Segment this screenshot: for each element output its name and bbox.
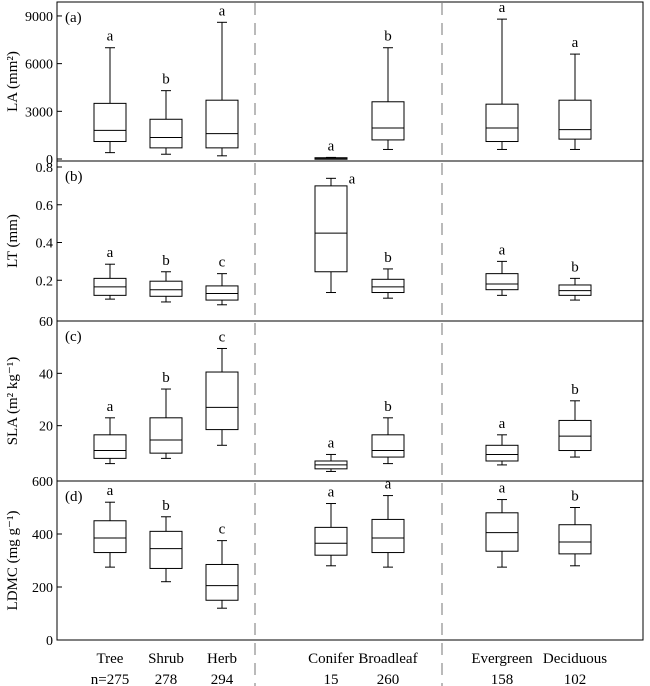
y-tick-label-sla: 20 xyxy=(39,420,53,435)
y-tick-label-lt: 0.4 xyxy=(36,237,54,252)
significance-letter: b xyxy=(571,259,579,275)
box-la xyxy=(205,99,239,149)
significance-letter: b xyxy=(571,489,579,505)
y-tick-label-sla: 40 xyxy=(39,367,53,382)
y-axis-label-lt: LT (mm) xyxy=(5,214,21,268)
significance-letter: a xyxy=(107,245,114,261)
y-tick-label-ldmc: 400 xyxy=(32,528,53,543)
y-axis-label-sla: SLA (m² kg⁻¹) xyxy=(5,357,21,446)
significance-letter: c xyxy=(219,329,226,345)
significance-letter: a xyxy=(328,138,335,154)
sample-size-label: 278 xyxy=(155,672,178,686)
significance-letter: a xyxy=(499,0,506,16)
significance-letter: a xyxy=(349,171,356,187)
box-sla xyxy=(558,419,592,452)
panel-frame-la xyxy=(56,1,644,162)
box-lt xyxy=(485,273,519,291)
y-tick-label-sla: 60 xyxy=(39,315,53,330)
significance-letter: c xyxy=(219,255,226,271)
box-sla xyxy=(149,417,183,454)
panel-tag-lt: (b) xyxy=(65,169,83,185)
sample-size-label: 158 xyxy=(491,672,514,686)
y-tick-label-la: 6000 xyxy=(25,58,53,73)
panel-tag-la: (a) xyxy=(65,10,82,26)
significance-letter: b xyxy=(162,253,170,269)
x-category-label: Shrub xyxy=(148,651,184,667)
significance-letter: a xyxy=(219,3,226,19)
y-tick-label-ldmc: 0 xyxy=(46,634,53,649)
box-sla xyxy=(371,434,405,458)
y-axis-label-ldmc: LDMC (mg g⁻¹) xyxy=(5,511,21,611)
significance-letter: b xyxy=(384,399,392,415)
significance-letter: c xyxy=(219,522,226,538)
x-category-label: Tree xyxy=(97,651,124,667)
box-ldmc xyxy=(314,526,348,556)
box-sla xyxy=(93,434,127,459)
box-ldmc xyxy=(149,530,183,569)
sample-size-label: 15 xyxy=(324,672,339,686)
significance-letter: a xyxy=(107,399,114,415)
significance-letter: a xyxy=(385,477,392,493)
y-tick-label-la: 9000 xyxy=(25,10,53,25)
box-la xyxy=(371,101,405,141)
sample-size-label: n=275 xyxy=(91,672,129,686)
panel-tag-ldmc: (d) xyxy=(65,489,83,505)
x-category-label: Conifer xyxy=(308,651,354,667)
significance-letter: a xyxy=(499,242,506,258)
box-ldmc xyxy=(558,524,592,555)
box-lt xyxy=(149,280,183,297)
sample-size-label: 294 xyxy=(211,672,234,686)
sample-size-label: 102 xyxy=(564,672,587,686)
significance-letter: b xyxy=(162,72,170,88)
significance-letter: a xyxy=(572,35,579,51)
y-tick-label-ldmc: 600 xyxy=(32,475,53,490)
significance-letter: b xyxy=(571,382,579,398)
panel-frame-ldmc xyxy=(56,480,644,641)
y-tick-label-la: 0 xyxy=(46,153,53,168)
box-la xyxy=(93,102,127,143)
x-category-label: Evergreen xyxy=(471,651,533,667)
x-category-label: Herb xyxy=(207,651,237,667)
x-category-label: Broadleaf xyxy=(358,651,417,667)
significance-letter: a xyxy=(328,435,335,451)
significance-letter: b xyxy=(384,29,392,45)
y-tick-label-lt: 0.8 xyxy=(36,161,54,176)
significance-letter: a xyxy=(499,481,506,497)
sample-size-label: 260 xyxy=(377,672,400,686)
box-sla xyxy=(205,371,239,431)
panel-tag-sla: (c) xyxy=(65,329,82,345)
panel-frame-sla xyxy=(56,320,644,482)
y-tick-label-lt: 0.2 xyxy=(36,274,54,289)
y-tick-label-la: 3000 xyxy=(25,105,53,120)
box-la xyxy=(485,103,519,143)
box-ldmc xyxy=(485,512,519,552)
box-lt xyxy=(314,185,348,273)
significance-letter: b xyxy=(162,498,170,514)
significance-letter: a xyxy=(328,485,335,501)
box-la xyxy=(558,99,592,140)
significance-letter: a xyxy=(499,416,506,432)
significance-letter: a xyxy=(107,483,114,499)
significance-letter: b xyxy=(384,250,392,266)
y-tick-label-ldmc: 200 xyxy=(32,581,53,596)
box-ldmc xyxy=(93,520,127,554)
box-ldmc xyxy=(205,563,239,601)
box-la xyxy=(149,118,183,149)
y-axis-label-la: LA (mm²) xyxy=(5,51,21,112)
y-tick-label-lt: 0.6 xyxy=(36,199,54,214)
significance-letter: a xyxy=(107,29,114,45)
box-sla xyxy=(485,444,519,462)
x-category-label: Deciduous xyxy=(543,651,607,667)
box-lt xyxy=(371,278,405,294)
box-ldmc xyxy=(371,518,405,554)
significance-letter: b xyxy=(162,370,170,386)
